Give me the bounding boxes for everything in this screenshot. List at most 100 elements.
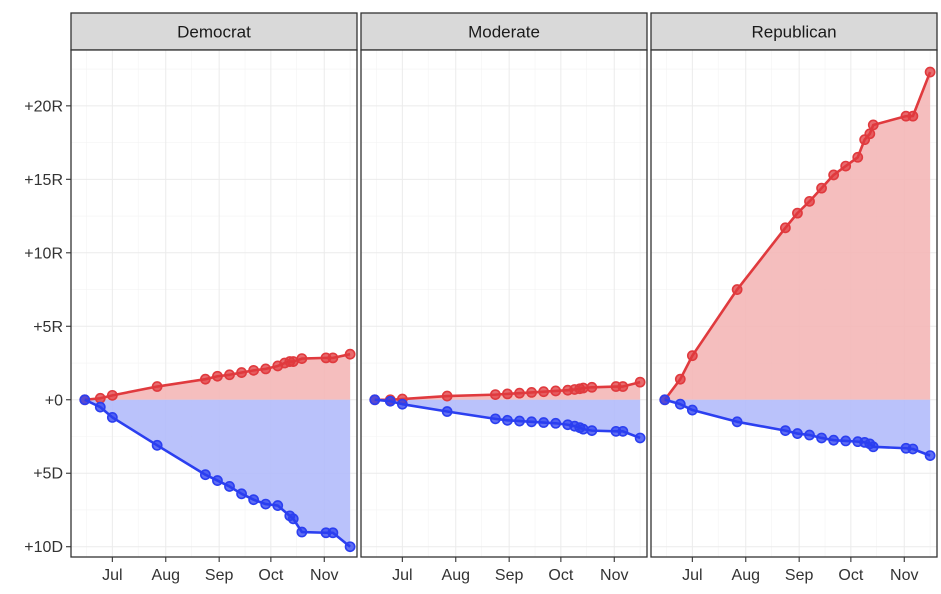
facet-label: Democrat [177, 23, 251, 42]
x-tick-label: Oct [258, 567, 283, 584]
panel-background [361, 50, 647, 557]
blue-data-point [828, 434, 840, 446]
red-data-point [224, 369, 235, 381]
blue-data-point [924, 450, 936, 461]
y-tick-label: +10R [24, 245, 63, 262]
blue-data-point [79, 394, 91, 406]
y-tick-label: +0 [45, 392, 63, 409]
blue-data-point [731, 416, 743, 428]
blue-data-point [441, 406, 453, 417]
blue-data-point [489, 413, 501, 425]
x-tick-label: Nov [890, 567, 918, 584]
red-data-point [212, 370, 223, 382]
red-area [374, 382, 641, 400]
red-data-point [344, 348, 356, 360]
facet-panel-moderate: Moderate Jul Aug Sep Oct Nov [360, 12, 648, 584]
red-data-point [236, 367, 247, 378]
red-data-point [617, 381, 629, 392]
red-data-point [586, 381, 598, 393]
blue-data-point [272, 500, 284, 511]
blue-data-point [212, 475, 223, 486]
red-data-point [864, 128, 876, 140]
x-tick-label: Oct [548, 567, 573, 584]
x-tick-label: Nov [310, 567, 338, 584]
blue-data-point [840, 435, 852, 447]
blue-data-point [526, 416, 537, 428]
facet-strip [650, 12, 938, 51]
blue-data-point [779, 425, 791, 437]
blue-data-point [224, 481, 235, 492]
x-tick-label: Sep [495, 567, 524, 584]
y-tick-label: +20R [24, 98, 63, 115]
facet-panel-republican: Republican Jul Aug Sep Oct Nov [650, 12, 938, 584]
blue-data-point [369, 394, 381, 406]
blue-data-point [659, 394, 671, 406]
red-data-point [577, 382, 589, 394]
blue-data-point [538, 417, 550, 428]
red-data-point [441, 390, 453, 402]
x-tick-label: Aug [732, 567, 760, 584]
facet-label: Republican [751, 23, 836, 42]
blue-data-point [674, 398, 686, 410]
x-tick-label: Nov [600, 567, 628, 584]
red-area [664, 72, 931, 400]
red-data-point [514, 387, 525, 399]
y-tick-label: +5R [33, 319, 63, 336]
x-tick-label: Aug [442, 567, 470, 584]
red-data-point [852, 151, 864, 163]
panel-border [360, 49, 648, 558]
red-data-point [924, 66, 936, 78]
blue-data-point [344, 541, 356, 553]
red-data-point [248, 364, 260, 376]
y-tick-label: +15R [24, 172, 63, 189]
red-data-point [260, 363, 272, 375]
blue-data-point [287, 513, 299, 525]
red-data-point [502, 388, 513, 400]
blue-data-point [617, 425, 629, 437]
blue-data-point [586, 425, 598, 437]
y-axis: +10D +5D +0 +5R +10R +15R +20R [24, 98, 71, 556]
red-data-point [816, 182, 827, 194]
x-tick-label: Sep [205, 567, 234, 584]
red-data-point [840, 160, 852, 172]
blue-data-point [502, 414, 513, 426]
red-data-point [287, 356, 299, 367]
facet-label: Moderate [468, 23, 540, 42]
red-data-point [792, 207, 803, 219]
blue-data-point [396, 398, 408, 410]
blue-data-point [236, 488, 247, 500]
blue-data-point [816, 432, 827, 444]
blue-data-point [260, 498, 272, 510]
x-tick-label: Jul [102, 567, 122, 584]
red-data-point [779, 222, 791, 234]
red-data-point [489, 389, 501, 401]
blue-data-point [867, 441, 879, 453]
blue-data-point [106, 411, 118, 423]
red-data-point [199, 373, 211, 385]
y-tick-label: +5D [33, 466, 63, 483]
red-data-point [634, 376, 646, 388]
x-tick-label: Sep [785, 567, 814, 584]
facet-panels: Democrat Jul Aug Sep Oct Nov Moderate Jul Aug Sep… [70, 12, 938, 584]
blue-data-point [792, 428, 803, 439]
facet-strip [360, 12, 648, 51]
blue-data-point [514, 415, 525, 427]
blue-data-point [577, 423, 589, 435]
facet-panel-democrat: Democrat Jul Aug Sep Oct Nov [70, 12, 358, 584]
red-data-point [94, 392, 106, 404]
blue-data-point [804, 429, 815, 441]
red-data-point [327, 352, 339, 364]
red-data-point [867, 119, 879, 131]
blue-data-point [634, 432, 646, 444]
x-tick-label: Oct [838, 567, 863, 584]
x-tick-label: Jul [392, 567, 412, 584]
blue-data-point [151, 439, 163, 451]
red-data-point [731, 284, 743, 295]
red-data-point [106, 389, 118, 401]
y-tick-label: +10D [24, 539, 63, 556]
red-data-point [686, 350, 698, 362]
red-data-point [804, 195, 815, 207]
blue-data-point [94, 401, 106, 413]
red-data-point [526, 387, 537, 398]
